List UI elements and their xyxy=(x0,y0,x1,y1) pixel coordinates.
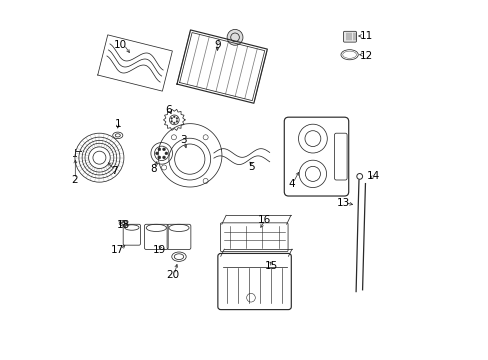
Text: 11: 11 xyxy=(360,31,373,41)
Circle shape xyxy=(176,117,178,119)
Circle shape xyxy=(173,122,175,124)
Text: 9: 9 xyxy=(214,40,221,50)
Text: 4: 4 xyxy=(287,179,294,189)
Circle shape xyxy=(170,121,172,122)
Text: 3: 3 xyxy=(180,135,186,145)
Text: 6: 6 xyxy=(164,105,171,115)
Text: 1: 1 xyxy=(114,119,121,129)
Text: 18: 18 xyxy=(116,220,129,230)
Text: 13: 13 xyxy=(336,198,349,208)
Text: 8: 8 xyxy=(150,164,157,174)
Text: 17: 17 xyxy=(111,245,124,255)
Circle shape xyxy=(155,152,158,155)
Circle shape xyxy=(164,152,167,155)
Text: 10: 10 xyxy=(114,40,126,50)
Circle shape xyxy=(170,117,172,119)
Circle shape xyxy=(176,121,178,122)
Text: 15: 15 xyxy=(264,261,278,271)
Circle shape xyxy=(158,156,161,159)
Circle shape xyxy=(226,30,243,45)
Text: 5: 5 xyxy=(248,162,254,172)
Circle shape xyxy=(163,148,165,151)
Text: 2: 2 xyxy=(71,175,78,185)
Circle shape xyxy=(158,148,161,151)
Text: 14: 14 xyxy=(366,171,379,181)
Text: 16: 16 xyxy=(257,215,270,225)
Circle shape xyxy=(173,116,175,118)
FancyBboxPatch shape xyxy=(343,31,356,42)
Text: 12: 12 xyxy=(360,51,373,61)
Text: 19: 19 xyxy=(153,245,166,255)
Circle shape xyxy=(163,156,165,159)
Text: 7: 7 xyxy=(111,166,118,176)
Text: 20: 20 xyxy=(166,270,180,280)
